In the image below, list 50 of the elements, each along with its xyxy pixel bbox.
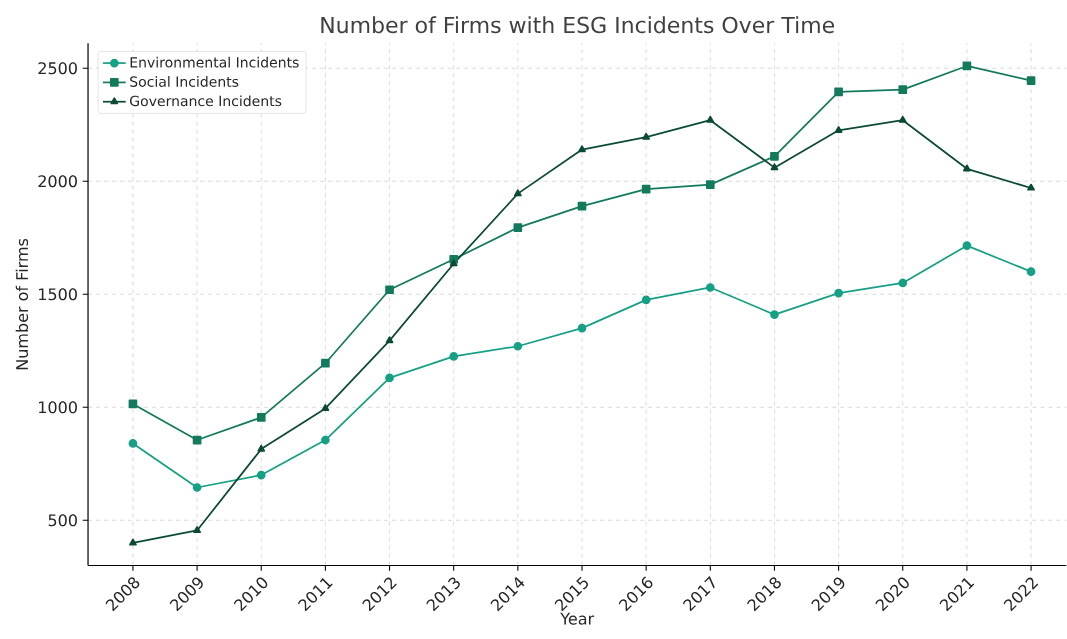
point [449, 352, 459, 361]
legend-label: Environmental Incidents [130, 56, 299, 68]
point [898, 278, 908, 288]
point [577, 323, 587, 333]
point [706, 115, 715, 123]
y-axis-title: Number of Firms [15, 238, 29, 370]
y-tick-label: 1000 [39, 401, 77, 414]
point [1027, 183, 1035, 191]
point [770, 152, 779, 161]
point [449, 259, 458, 267]
point [898, 85, 908, 95]
point [963, 164, 971, 172]
point [705, 283, 715, 292]
point [834, 126, 843, 134]
legend-label: Social Incidents [130, 76, 239, 87]
point [321, 358, 330, 368]
x-axis-title: Year [560, 612, 595, 625]
point [898, 115, 907, 123]
point [705, 180, 715, 190]
y-tick-label: 2500 [38, 62, 77, 75]
point [1026, 267, 1036, 277]
point [1026, 76, 1036, 86]
point [770, 310, 779, 319]
chart-title: Number of Firms with ESG Incidents Over Time [321, 16, 835, 34]
point [257, 444, 266, 452]
point [128, 439, 138, 448]
point [385, 336, 394, 344]
y-tick-label: 2000 [38, 175, 77, 188]
point [641, 295, 651, 305]
point [578, 145, 586, 153]
point [962, 241, 972, 251]
point [256, 413, 266, 422]
point [770, 163, 779, 171]
point [256, 470, 266, 480]
point [385, 373, 394, 383]
point [129, 538, 137, 546]
point [834, 288, 843, 298]
point [192, 483, 202, 492]
y-tick-label: 500 [48, 514, 77, 527]
point [321, 435, 330, 445]
y-tick-label: 1500 [39, 288, 77, 301]
point [513, 341, 523, 351]
point [513, 223, 523, 232]
point [321, 404, 330, 412]
point [513, 189, 522, 197]
point [642, 132, 651, 140]
point [834, 87, 843, 97]
point [385, 285, 394, 295]
legend-label: Governance Incidents [130, 95, 282, 107]
point [193, 526, 201, 534]
